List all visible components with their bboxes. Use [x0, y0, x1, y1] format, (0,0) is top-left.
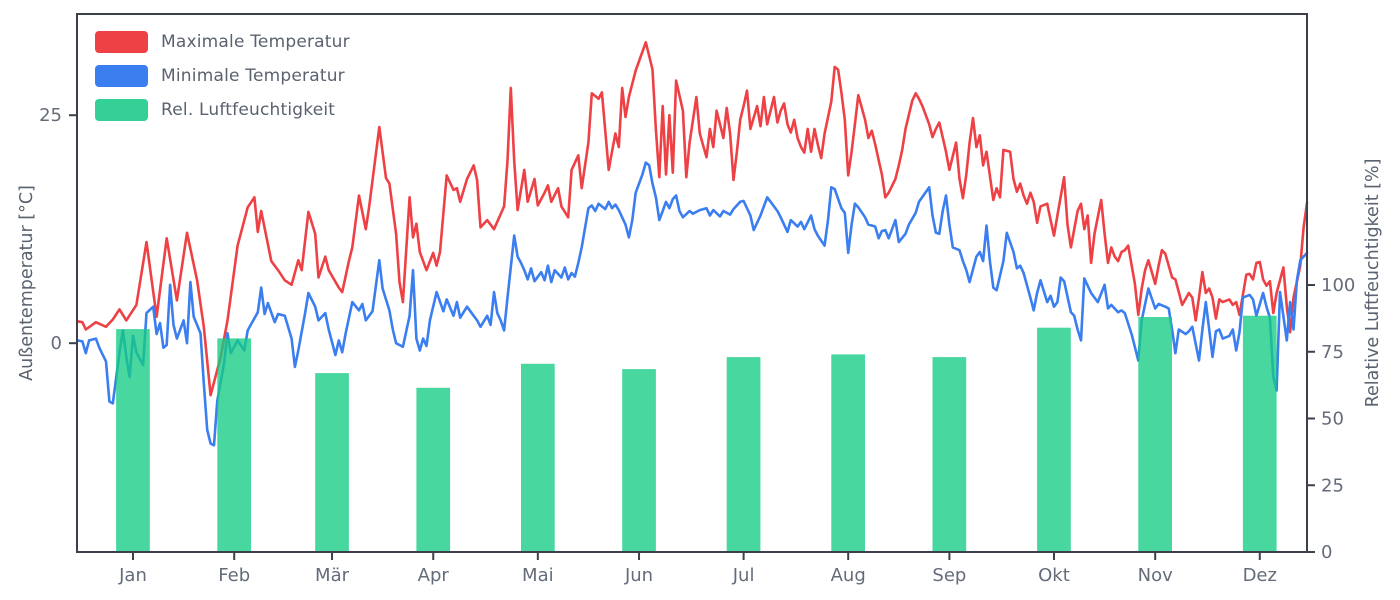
- humidity-bar-Dez: [1242, 315, 1277, 552]
- right-tick-label: 50: [1321, 409, 1344, 430]
- min-temp-line: [76, 161, 1309, 447]
- humidity-bar-Jul: [726, 357, 761, 552]
- right-tick-label: 75: [1321, 342, 1344, 363]
- min-temp-swatch-icon: [95, 65, 148, 87]
- x-tick-label: Sep: [932, 565, 966, 586]
- humidity-bar-Aug: [831, 354, 865, 552]
- humidity-bar-Okt: [1037, 327, 1071, 552]
- x-tick-label: Feb: [218, 565, 250, 586]
- right-tick-label: 0: [1321, 542, 1332, 563]
- legend-item-max-temp: Maximale Temperatur: [95, 31, 350, 53]
- x-tick-label: Nov: [1138, 565, 1173, 586]
- x-tick-label: Jul: [732, 565, 755, 586]
- x-tick-label: Apr: [418, 565, 450, 586]
- x-tick-label: Jun: [624, 565, 653, 586]
- humidity-bar-Mai: [521, 363, 555, 552]
- humidity-bar-Sep: [932, 357, 967, 552]
- x-tick-label: Jan: [118, 565, 147, 586]
- legend-item-min-temp: Minimale Temperatur: [95, 65, 350, 87]
- humidity-bar-Mär: [315, 373, 349, 552]
- legend-label-humidity: Rel. Luftfeuchtigkeit: [161, 100, 336, 120]
- legend-label-min-temp: Minimale Temperatur: [161, 66, 345, 86]
- humidity-bar-Apr: [416, 387, 451, 552]
- humidity-bar-Jun: [622, 369, 656, 552]
- left-tick-label: 0: [51, 333, 62, 354]
- chart-legend: Maximale Temperatur Minimale Temperatur …: [95, 31, 350, 121]
- humidity-bar-Feb: [217, 338, 251, 552]
- left-axis-title: Außentemperatur [°C]: [17, 185, 37, 381]
- legend-label-max-temp: Maximale Temperatur: [161, 32, 350, 52]
- legend-item-humidity: Rel. Luftfeuchtigkeit: [95, 99, 350, 121]
- x-tick-label: Okt: [1038, 565, 1070, 586]
- max-temp-swatch-icon: [95, 31, 148, 53]
- humidity-swatch-icon: [95, 99, 148, 121]
- right-tick-label: 25: [1321, 475, 1344, 496]
- x-tick-label: Dez: [1243, 565, 1277, 586]
- right-tick-label: 100: [1321, 275, 1355, 296]
- right-axis-title: Relative Luftfeuchtigkeit [%]: [1363, 158, 1383, 408]
- x-tick-label: Mai: [522, 565, 554, 586]
- humidity-bar-Nov: [1138, 317, 1172, 552]
- left-tick-label: 25: [39, 105, 62, 126]
- humidity-bar-Jan: [116, 329, 150, 552]
- x-tick-label: Mär: [315, 565, 350, 586]
- max-temp-line: [76, 40, 1309, 397]
- x-tick-label: Aug: [831, 565, 866, 586]
- plot-border: [76, 13, 1308, 553]
